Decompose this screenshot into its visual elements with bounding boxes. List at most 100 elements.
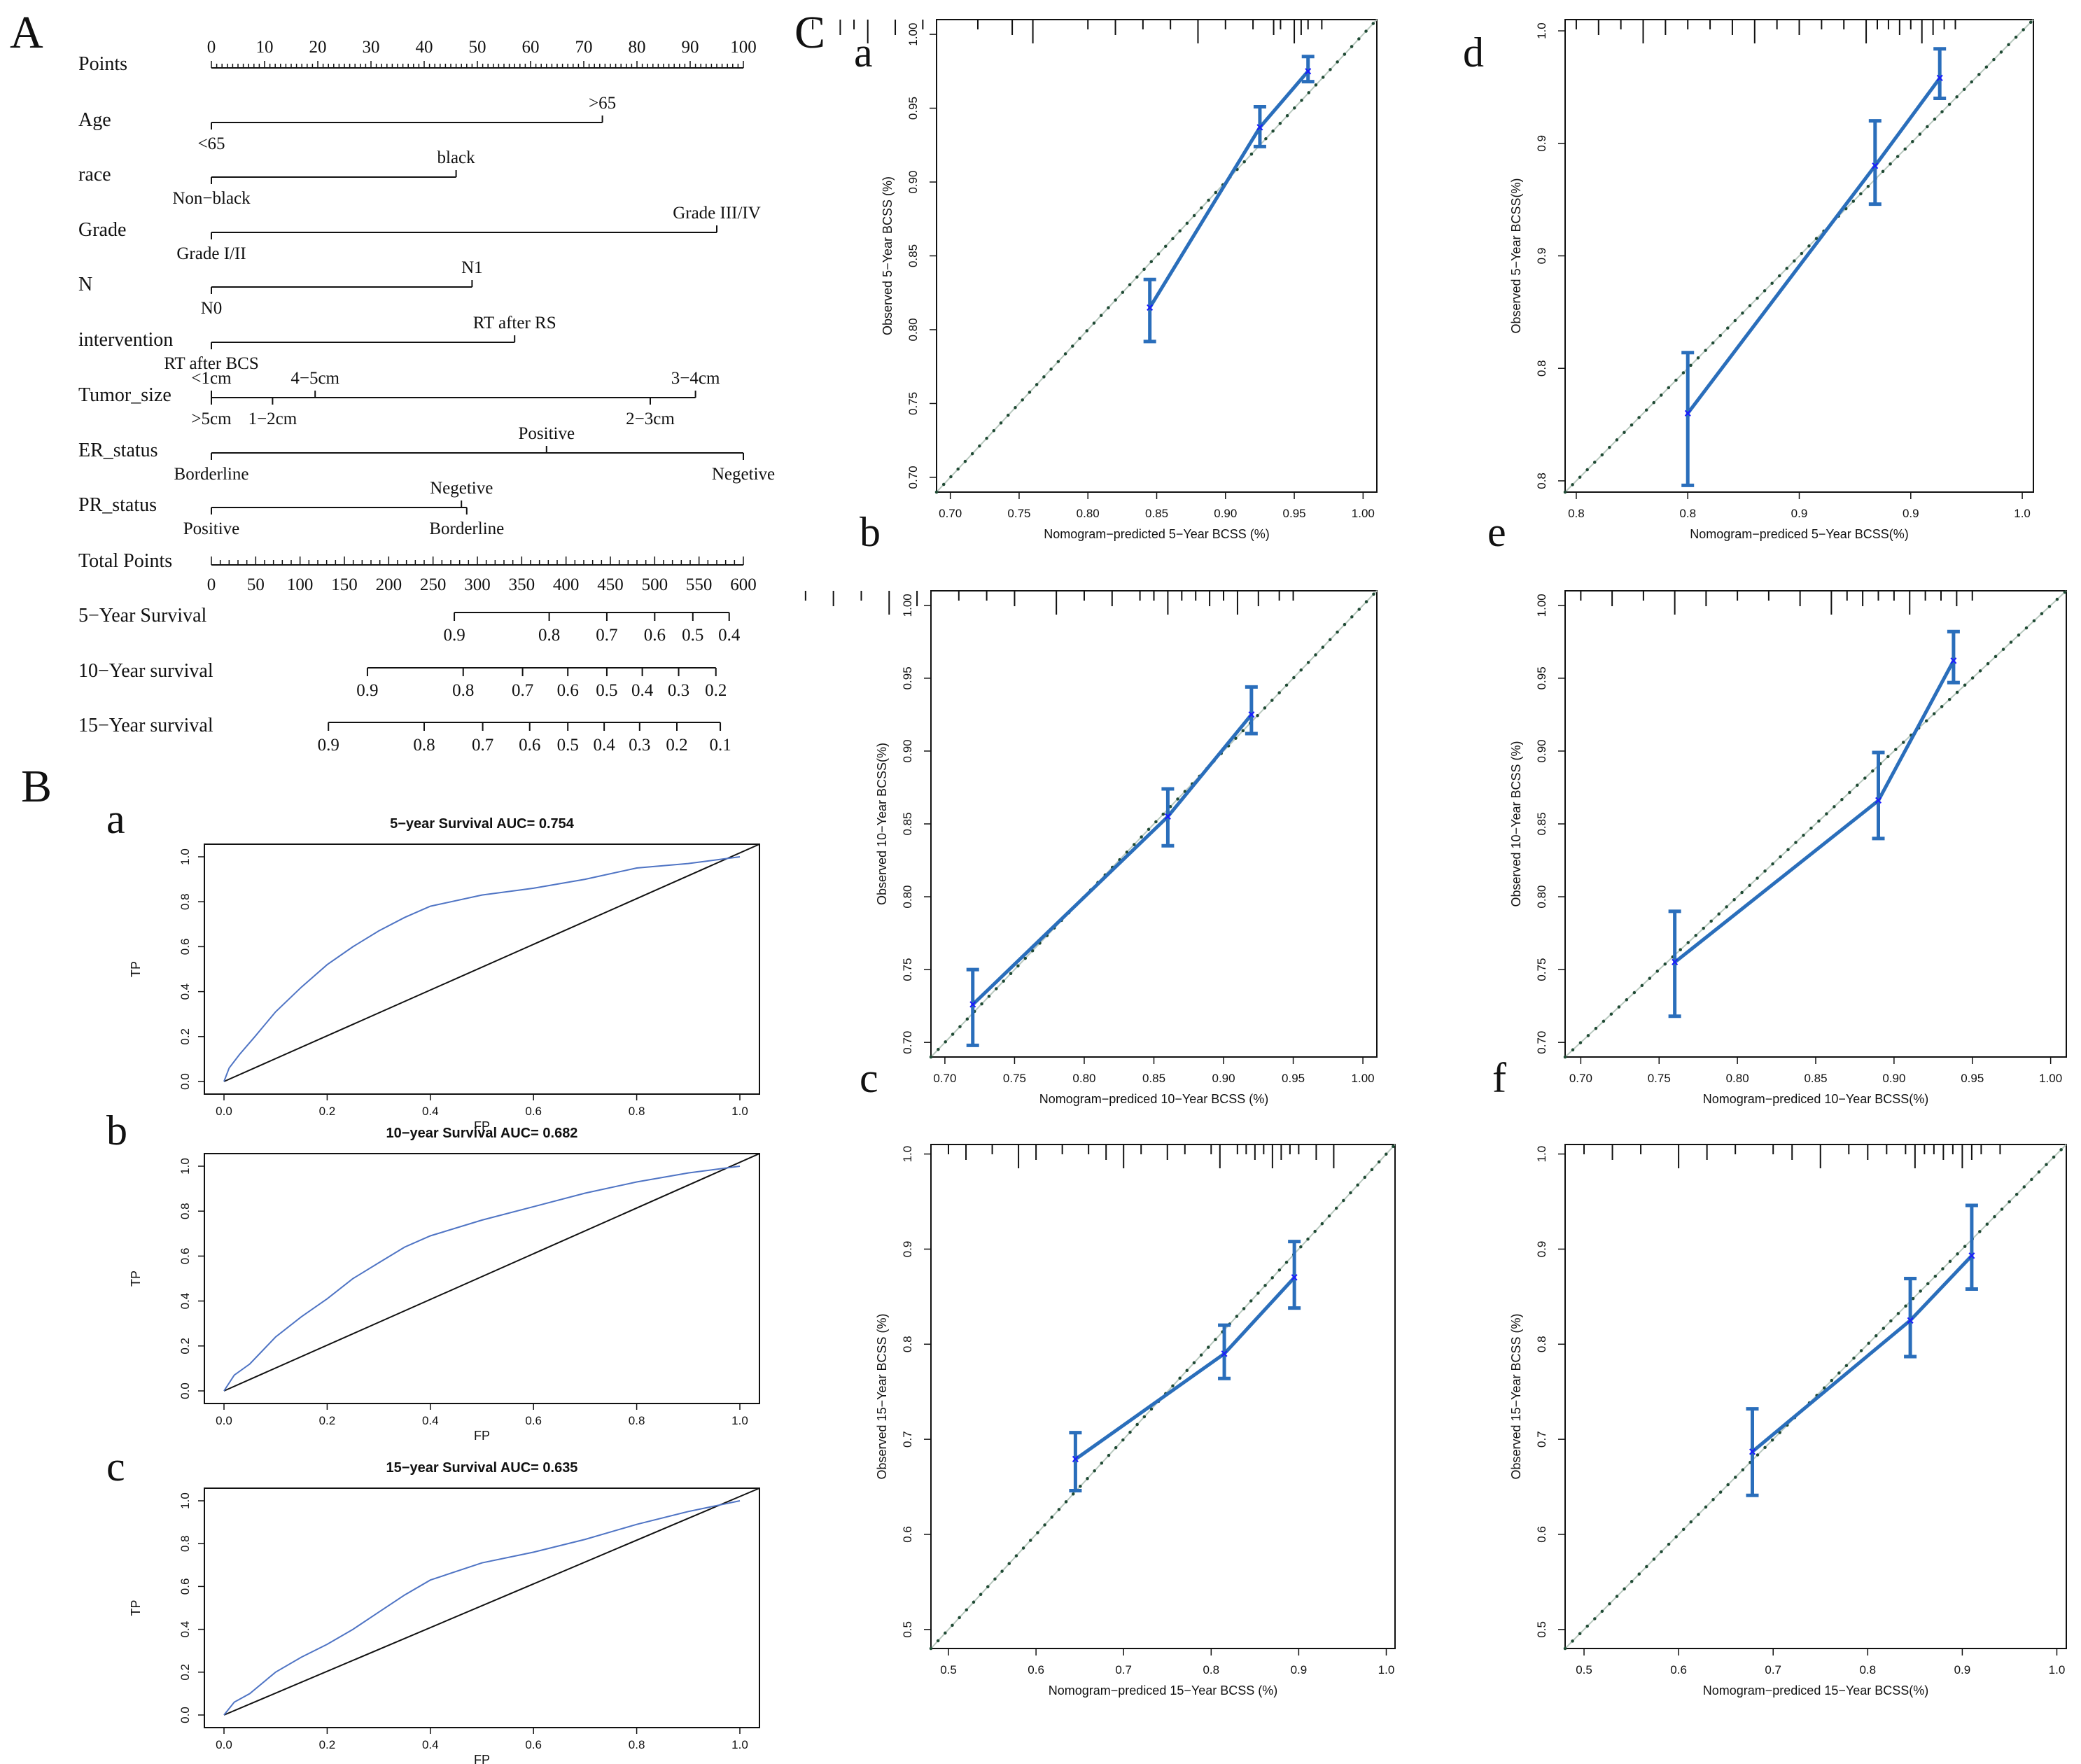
roc-panel-letter: a xyxy=(106,796,125,842)
calibration-point-marker: × xyxy=(1749,1445,1756,1459)
calibration-panel-letter: b xyxy=(860,509,881,555)
calibration-curve xyxy=(1148,70,1310,309)
calibration-y-axis-label: Observed 10−Year BCSS(%) xyxy=(875,743,889,905)
calibration-y-tick-label: 1.00 xyxy=(901,594,914,617)
calibration-point-marker: × xyxy=(1684,407,1692,421)
roc-x-tick-label: 0.8 xyxy=(629,1414,645,1427)
roc-x-tick-label: 0.8 xyxy=(629,1105,645,1118)
calibration-x-tick-label: 0.85 xyxy=(1142,1072,1165,1085)
calibration-x-tick-label: 0.9 xyxy=(1903,507,1919,520)
calibration-x-axis-label: Nomogram−prediced 5−Year BCSS(%) xyxy=(1690,527,1909,541)
calibration-x-tick-label: 0.8 xyxy=(1568,507,1585,520)
calibration-x-tick-label: 0.5 xyxy=(1576,1663,1592,1676)
calibration-x-tick-label: 1.0 xyxy=(2014,507,2031,520)
survival-tick-label: 0.2 xyxy=(705,681,727,700)
calibration-ideal-line xyxy=(1564,1144,2067,1649)
calibration-y-tick-label: 0.7 xyxy=(1535,1431,1548,1448)
survival-tick-label: 0.4 xyxy=(631,681,654,700)
nomogram-row-label: ER_status xyxy=(78,440,158,461)
nomogram-level-label: Non−black xyxy=(172,189,251,208)
total-points-tick-label: 250 xyxy=(420,575,447,594)
survival-tick-label: 0.3 xyxy=(668,681,689,700)
calibration-panel-letter: e xyxy=(1487,509,1506,555)
total-points-tick-label: 100 xyxy=(287,575,314,594)
points-tick-label: 40 xyxy=(416,38,433,57)
nomogram-level-label: N1 xyxy=(461,258,483,277)
calibration-x-tick-label: 0.90 xyxy=(1214,507,1237,520)
roc-x-axis-label: FP xyxy=(474,1753,490,1764)
total-points-tick-label: 500 xyxy=(642,575,668,594)
roc-plot-frame xyxy=(204,1488,760,1728)
roc-x-tick-label: 0.6 xyxy=(525,1738,542,1751)
calibration-curve xyxy=(971,713,1253,1006)
calibration-y-tick-label: 0.5 xyxy=(1535,1621,1548,1638)
calibration-point-marker: × xyxy=(1146,300,1154,314)
roc-title: 15−year Survival AUC= 0.635 xyxy=(386,1460,578,1476)
nomogram-level-label: Grade III/IV xyxy=(673,204,761,223)
calibration-point-marker: × xyxy=(1248,708,1256,722)
calibration-y-tick-label: 0.6 xyxy=(901,1526,914,1543)
roc-plot-frame xyxy=(204,844,760,1095)
calibration-x-axis-label: Nomogram−prediced 10−Year BCSS (%) xyxy=(1039,1092,1269,1106)
calibration-x-tick-label: 0.95 xyxy=(1283,507,1306,520)
survival-tick-label: 0.4 xyxy=(718,626,741,645)
calibration-point-marker: × xyxy=(1256,120,1264,134)
nomogram-level-label: <65 xyxy=(197,134,225,153)
calibration-y-tick-label: 0.8 xyxy=(901,1336,914,1352)
survival-tick-label: 0.7 xyxy=(512,681,533,700)
calibration-point-marker: × xyxy=(1936,71,1944,85)
points-tick-label: 90 xyxy=(682,38,699,57)
nomogram-row-label: Total Points xyxy=(78,550,172,572)
total-points-tick-label: 550 xyxy=(686,575,713,594)
survival-tick-label: 0.6 xyxy=(644,626,666,645)
calibration-x-axis-label: Nomogram−prediced 15−Year BCSS(%) xyxy=(1703,1684,1929,1698)
roc-x-tick-label: 0.0 xyxy=(216,1414,232,1427)
calibration-panel-letter: d xyxy=(1463,29,1484,76)
calibration-x-tick-label: 0.7 xyxy=(1115,1663,1132,1676)
calibration-y-tick-label: 0.6 xyxy=(1535,1526,1548,1543)
calibration-x-tick-label: 0.9 xyxy=(1291,1663,1308,1676)
calibration-x-tick-label: 0.75 xyxy=(1003,1072,1026,1085)
roc-diagonal xyxy=(223,1153,760,1392)
roc-y-tick-label: 0.2 xyxy=(178,1664,192,1681)
survival-tick-label: 0.2 xyxy=(666,736,687,755)
calibration-point-marker: × xyxy=(1875,794,1882,808)
calibration-y-tick-label: 0.8 xyxy=(1535,1336,1548,1352)
nomogram-row-label: 5−Year Survival xyxy=(78,605,206,626)
roc-panel-letter: c xyxy=(106,1443,125,1490)
calibration-ideal-line xyxy=(930,590,1378,1058)
calibration-y-tick-label: 0.9 xyxy=(901,1241,914,1258)
roc-x-tick-label: 1.0 xyxy=(731,1105,748,1118)
calibration-y-tick-label: 0.8 xyxy=(1535,360,1548,377)
calibration-ideal-line xyxy=(1564,590,2067,1058)
calibration-y-tick-label: 1.00 xyxy=(906,23,920,46)
calibration-x-tick-label: 0.75 xyxy=(1648,1072,1671,1085)
roc-y-tick-label: 0.4 xyxy=(178,1293,192,1310)
roc-y-tick-label: 1.0 xyxy=(178,848,192,865)
calibration-ideal-line xyxy=(936,19,1378,493)
total-points-tick-label: 200 xyxy=(376,575,402,594)
calibration-panel-letter: a xyxy=(854,29,873,76)
roc-y-axis-label: TP xyxy=(129,1600,143,1616)
total-points-tick-label: 400 xyxy=(553,575,580,594)
roc-x-axis-label: FP xyxy=(474,1429,490,1443)
nomogram-level-label: black xyxy=(437,148,476,167)
calibration-y-tick-label: 0.9 xyxy=(1535,1241,1548,1258)
calibration-panel-letter: f xyxy=(1492,1055,1506,1101)
roc-x-tick-label: 1.0 xyxy=(731,1414,748,1427)
calibration-y-tick-label: 1.0 xyxy=(1535,1146,1548,1163)
nomogram-level-label: RT after BCS xyxy=(164,354,259,373)
survival-tick-label: 0.5 xyxy=(682,626,703,645)
nomogram-row-label: race xyxy=(78,164,111,186)
survival-tick-label: 0.1 xyxy=(709,736,731,755)
calibration-y-tick-label: 0.95 xyxy=(906,97,920,120)
calibration-y-axis-label: Observed 5−Year BCSS (%) xyxy=(881,176,895,335)
calibration-x-tick-label: 0.8 xyxy=(1679,507,1696,520)
roc-y-tick-label: 1.0 xyxy=(178,1492,192,1509)
points-tick-label: 50 xyxy=(469,38,486,57)
calibration-y-tick-label: 0.8 xyxy=(1535,472,1548,489)
panel-letter-A: A xyxy=(10,7,43,58)
calibration-y-tick-label: 0.85 xyxy=(901,812,914,835)
calibration-y-tick-label: 1.0 xyxy=(1535,22,1548,39)
calibration-x-tick-label: 0.90 xyxy=(1882,1072,1905,1085)
